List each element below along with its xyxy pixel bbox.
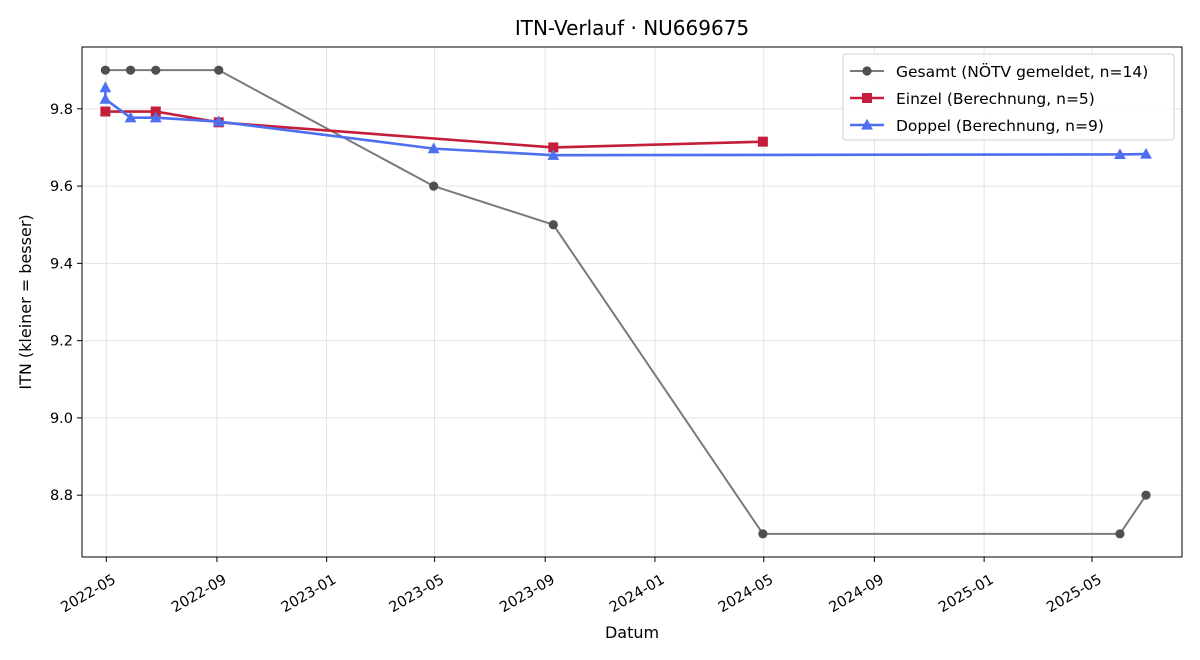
x-tick-label: 2025-05 bbox=[1044, 572, 1104, 616]
y-tick-label: 9.8 bbox=[50, 102, 73, 118]
x-tick-label: 2022-05 bbox=[58, 572, 118, 616]
data-point bbox=[214, 65, 224, 75]
y-axis: 8.8 9.0 9.2 9.4 9.6 9.8 bbox=[50, 102, 82, 504]
series-layer bbox=[99, 65, 1152, 539]
y-tick-label: 8.8 bbox=[50, 488, 73, 504]
x-tick-label: 2024-01 bbox=[607, 572, 667, 616]
y-tick-label: 9.0 bbox=[50, 411, 73, 427]
legend: Gesamt (NÖTV gemeldet, n=14) Einzel (Bere… bbox=[842, 53, 1175, 141]
x-tick-label: 2024-05 bbox=[716, 572, 776, 616]
series-triangle bbox=[99, 81, 1152, 160]
x-axis-label: Datum bbox=[605, 623, 659, 642]
legend-marker bbox=[862, 66, 872, 76]
data-point bbox=[1114, 148, 1126, 160]
x-tick-label: 2023-05 bbox=[387, 572, 447, 616]
x-tick-label: 2023-09 bbox=[497, 572, 557, 616]
legend-item: Gesamt (NÖTV gemeldet, n=14) bbox=[850, 62, 1148, 81]
data-point bbox=[149, 111, 162, 123]
chart-title: ITN-Verlauf · NU669675 bbox=[515, 16, 749, 40]
x-tick-label: 2022-09 bbox=[169, 572, 229, 616]
data-point bbox=[548, 142, 559, 153]
legend-label: Doppel (Berechnung, n=9) bbox=[896, 117, 1104, 135]
legend-item: Einzel (Berechnung, n=5) bbox=[850, 90, 1095, 108]
legend-box bbox=[842, 53, 1175, 141]
data-point bbox=[427, 142, 440, 154]
data-point bbox=[151, 65, 161, 75]
legend-marker bbox=[862, 93, 872, 103]
data-point bbox=[99, 81, 112, 93]
data-point bbox=[125, 65, 136, 75]
x-axis: 2022-05 2022-09 2023-01 2023-05 2023-09 2024-… bbox=[58, 557, 1105, 616]
plot-frame bbox=[81, 46, 1183, 558]
legend-marker bbox=[861, 118, 873, 130]
x-tick-label: 2023-01 bbox=[279, 572, 339, 616]
data-point bbox=[212, 115, 225, 127]
data-point bbox=[1141, 490, 1151, 500]
legend-label: Einzel (Berechnung, n=5) bbox=[896, 90, 1095, 108]
y-tick-label: 9.4 bbox=[50, 256, 73, 272]
y-axis-label: ITN (kleiner = besser) bbox=[16, 214, 35, 389]
data-point bbox=[548, 220, 558, 230]
data-point bbox=[758, 529, 768, 539]
y-tick-label: 9.6 bbox=[50, 179, 73, 195]
x-tick-label: 2025-01 bbox=[936, 572, 996, 616]
data-point bbox=[547, 148, 560, 160]
data-point bbox=[100, 65, 110, 75]
data-point bbox=[1140, 147, 1152, 159]
legend-item: Doppel (Berechnung, n=9) bbox=[850, 117, 1104, 135]
legend-label: Gesamt (NÖTV gemeldet, n=14) bbox=[896, 62, 1148, 81]
data-point bbox=[100, 106, 111, 117]
data-point bbox=[429, 181, 439, 191]
data-point bbox=[757, 136, 768, 147]
data-point bbox=[99, 92, 112, 104]
y-tick-label: 9.2 bbox=[50, 334, 73, 350]
x-tick-label: 2024-09 bbox=[826, 572, 886, 616]
series-circle bbox=[100, 65, 1151, 539]
data-point bbox=[1115, 529, 1125, 539]
data-point bbox=[124, 111, 137, 123]
